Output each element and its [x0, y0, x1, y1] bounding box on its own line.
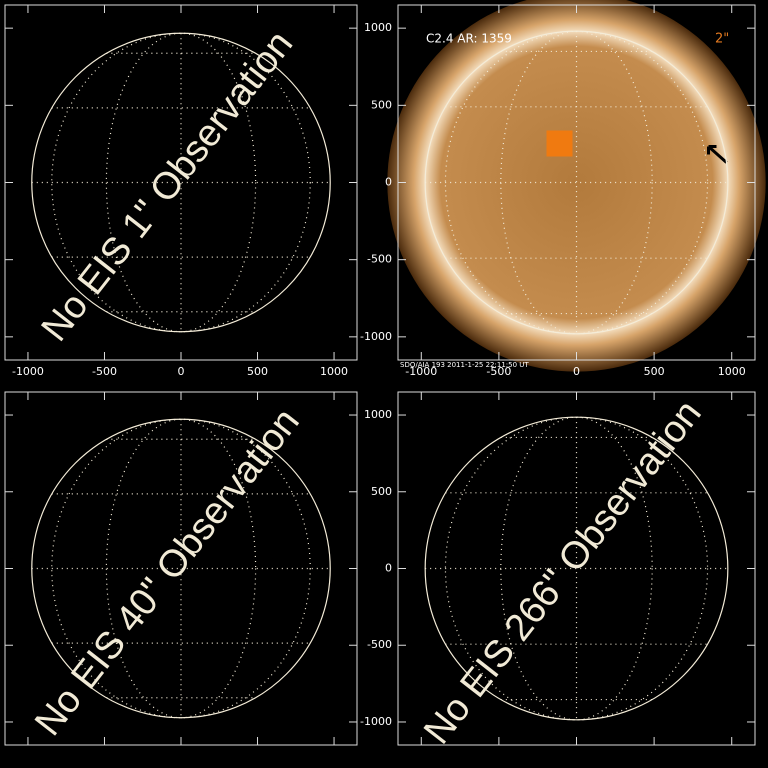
- x-tick-label: -1000: [12, 365, 44, 378]
- x-tick-label: 500: [644, 365, 665, 378]
- x-tick-label: -500: [92, 365, 117, 378]
- y-tick-label: 1000: [364, 21, 392, 34]
- overlay-text: No EIS 1" Observation: [34, 23, 302, 349]
- x-tick-label: 0: [178, 365, 185, 378]
- x-tick-label: 500: [247, 365, 268, 378]
- longitude-line: [500, 416, 653, 721]
- longitude-line: [51, 418, 311, 719]
- panel: -1000 -500 0 500 1000 -1000 -500 0 500 1000 C2.4 A…: [360, 0, 766, 378]
- y-tick-label: 500: [371, 98, 392, 111]
- eis-fov: [546, 130, 573, 157]
- y-tick-label: 500: [371, 485, 392, 498]
- longitude-line: [105, 32, 257, 333]
- panel: -1000 -500 0 500 1000 No EIS 266" Observation: [360, 391, 756, 752]
- x-tick-label: 1000: [718, 365, 746, 378]
- overlay-text: No EIS 40" Observation: [27, 401, 308, 744]
- panel: No EIS 40" Observation: [4, 391, 358, 746]
- arrow: [707, 145, 728, 164]
- longitude-line: [105, 418, 257, 719]
- x-tick-label: 1000: [320, 365, 348, 378]
- y-tick-label: -1000: [360, 330, 392, 343]
- panel: -1000 -500 0 500 1000 No EIS 1" Observation: [4, 4, 358, 378]
- y-tick-label: -500: [367, 638, 392, 651]
- y-tick-label: -500: [367, 253, 392, 266]
- longitude-line: [51, 32, 311, 333]
- x-tick-label: 0: [573, 365, 580, 378]
- overlay-text: No EIS 266" Observation: [416, 393, 710, 752]
- x-tick-label: -1000: [405, 365, 437, 378]
- longitude-line: [444, 30, 709, 335]
- x-tick-label: -500: [486, 365, 511, 378]
- y-tick-label: -1000: [360, 715, 392, 728]
- y-tick-label: 0: [385, 562, 392, 575]
- sun-corona: [387, 0, 766, 372]
- longitude-line: [444, 416, 709, 721]
- longitude-line: [500, 30, 653, 335]
- footer-label: SDO/AIA 193 2011-1-25 22:11:50 UT: [400, 361, 529, 369]
- scale-label: 2": [715, 32, 729, 47]
- y-tick-label: 0: [385, 176, 392, 189]
- y-tick-label: 1000: [364, 408, 392, 421]
- flare-label: C2.4 AR: 1359: [426, 32, 512, 46]
